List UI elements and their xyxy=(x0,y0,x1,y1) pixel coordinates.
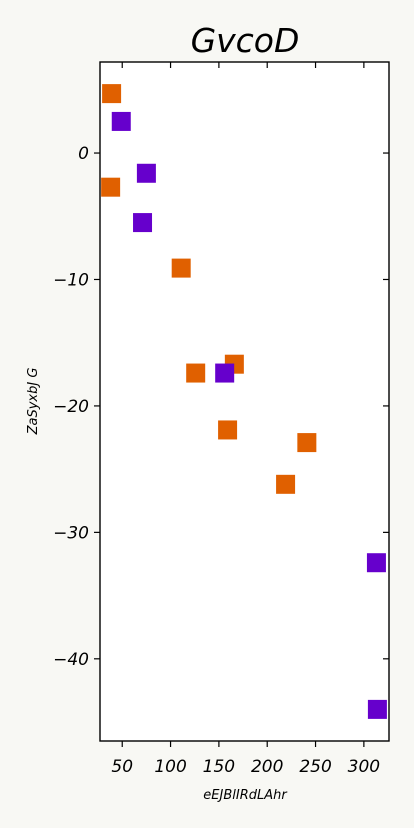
data-point-series-2 xyxy=(136,163,156,183)
data-point-series-1 xyxy=(171,258,191,278)
data-point-series-1 xyxy=(102,84,122,104)
data-point-series-1 xyxy=(218,420,238,440)
y-tick-label: −30 xyxy=(53,523,89,543)
x-tick-label: 150 xyxy=(203,757,235,777)
chart-title: GvcoD xyxy=(191,21,300,60)
x-tick-label: 200 xyxy=(251,757,283,777)
data-point-series-1 xyxy=(297,433,317,453)
x-tick-label: 50 xyxy=(111,757,133,777)
x-tick-label: 250 xyxy=(299,757,331,777)
x-tick-label: 100 xyxy=(154,757,186,777)
y-tick-label: −40 xyxy=(53,650,89,670)
y-tick-label: −20 xyxy=(53,397,89,417)
data-point-series-1 xyxy=(276,474,296,494)
plot-area: 50 100 150 200 250 300 0 −10 −20 −30 −40 xyxy=(53,61,390,777)
y-tick-label: 0 xyxy=(78,144,89,164)
x-tick-label: 300 xyxy=(348,757,380,777)
data-point-series-2 xyxy=(366,553,386,573)
data-point-series-1 xyxy=(186,363,206,383)
data-point-series-2 xyxy=(367,699,387,719)
y-tick-label: −10 xyxy=(53,270,89,290)
x-axis-label: eEJBlIRdLAhr xyxy=(203,788,288,803)
plot-frame xyxy=(99,61,390,742)
data-point-series-2 xyxy=(111,111,131,131)
data-point-series-2 xyxy=(215,363,235,383)
data-point-series-1 xyxy=(101,177,121,197)
y-axis-label: ZaSyxbJ G xyxy=(26,368,41,436)
data-point-series-2 xyxy=(133,213,153,233)
